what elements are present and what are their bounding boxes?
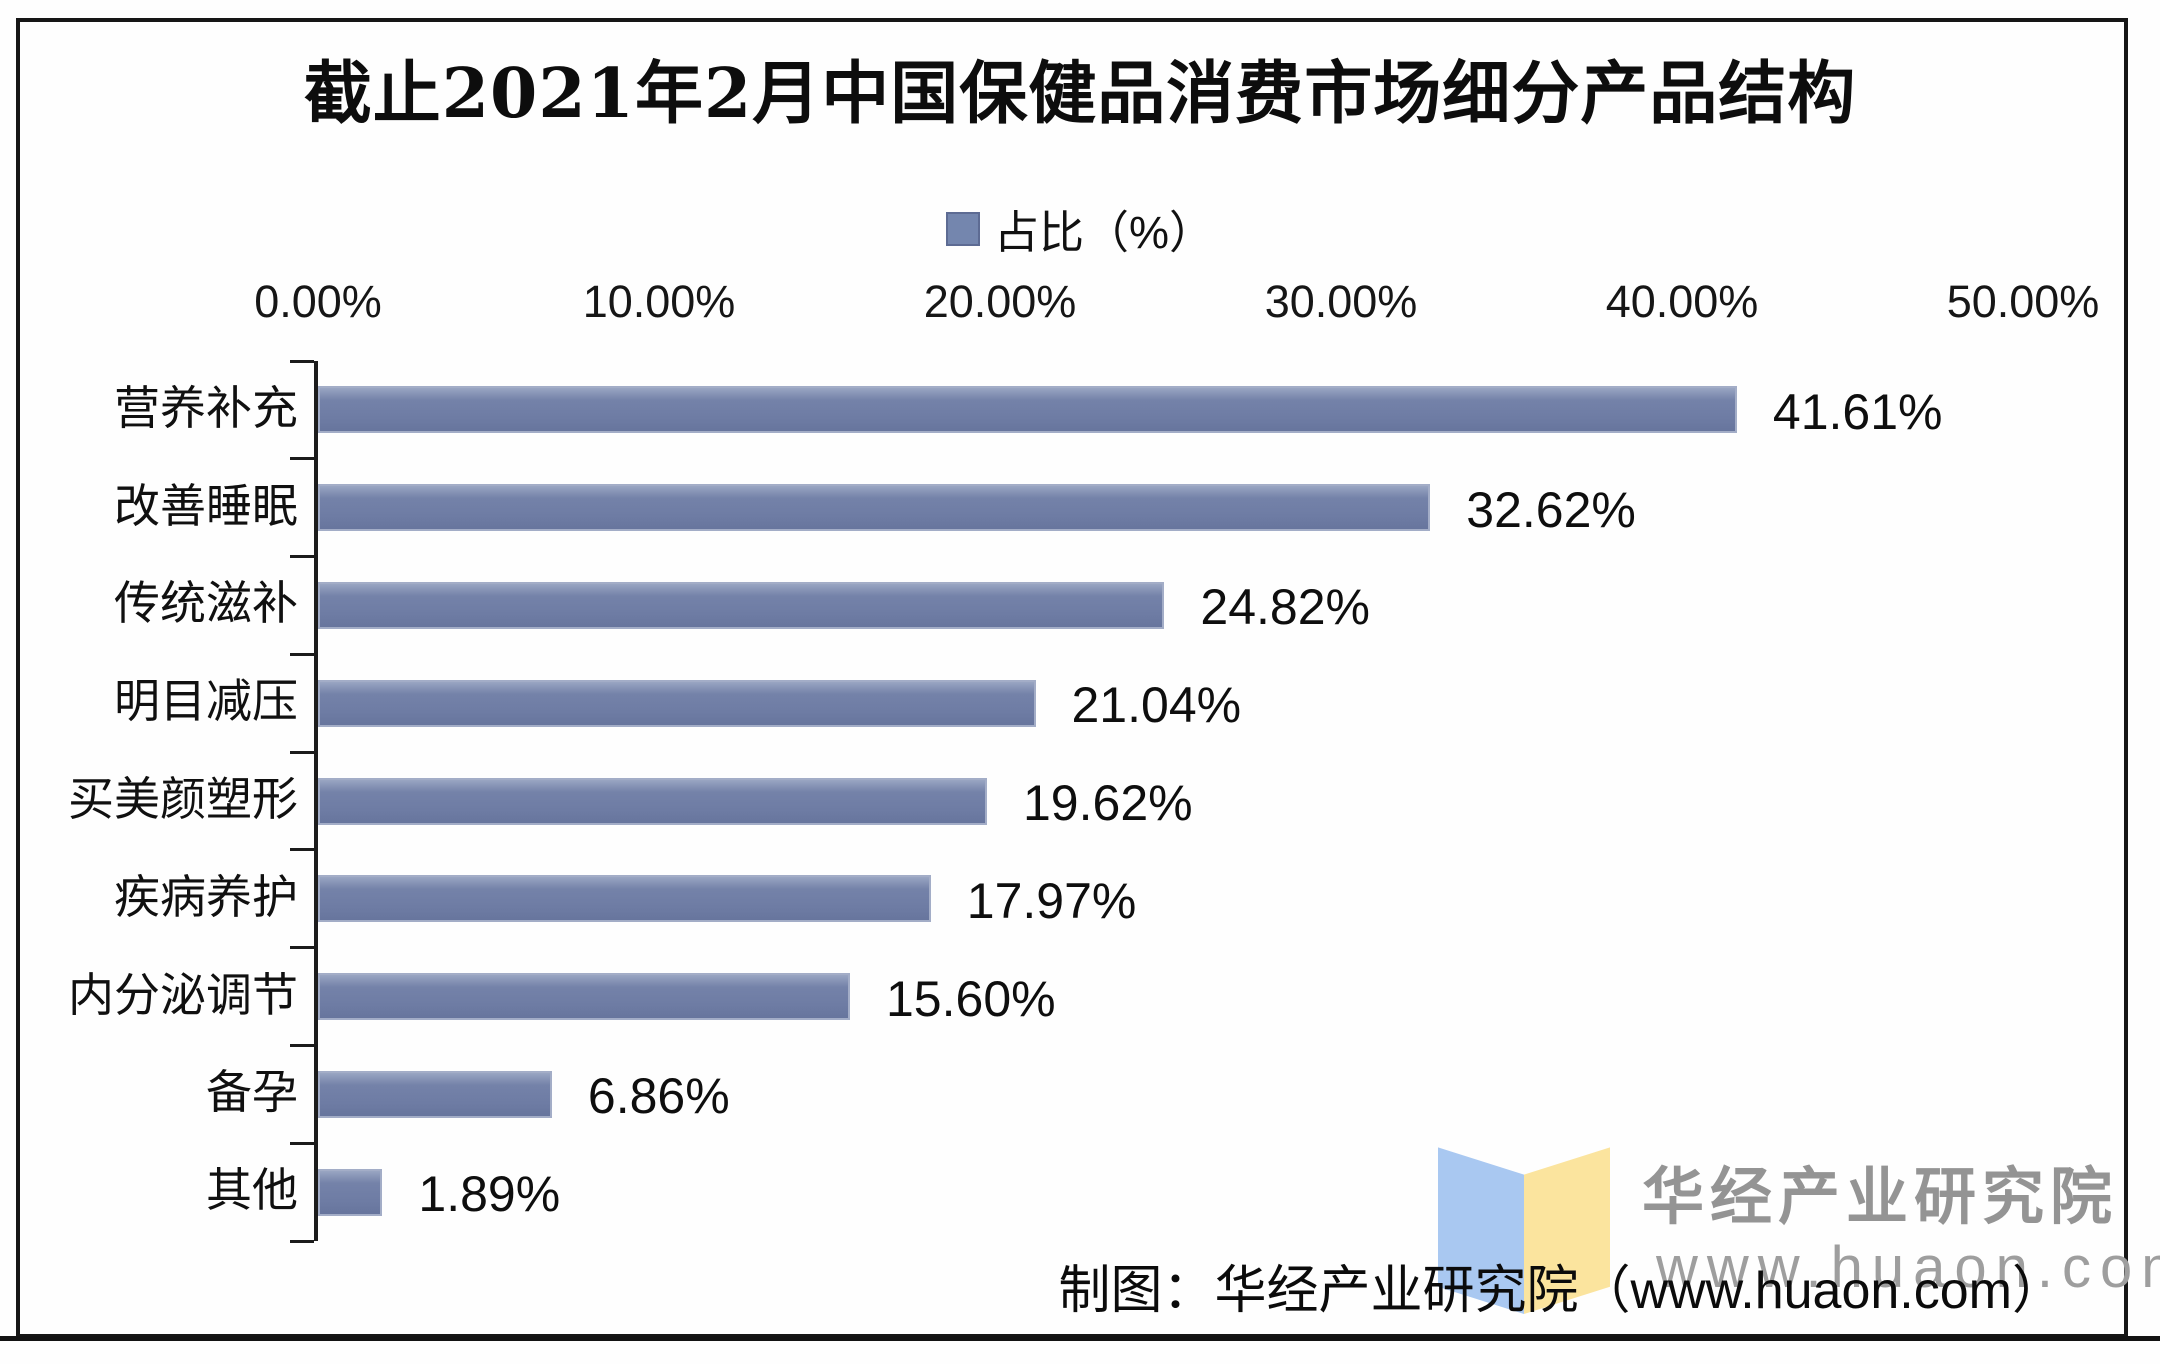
bar bbox=[318, 1168, 383, 1216]
category-label: 传统滋补 bbox=[114, 577, 298, 630]
watermark-url: www.huaon.com bbox=[1656, 1235, 2160, 1300]
watermark-book-icon bbox=[1438, 1144, 1610, 1314]
y-axis-tick bbox=[290, 946, 314, 950]
category-label: 疾病养护 bbox=[114, 870, 298, 923]
chart-title: 截止2021年2月中国保健品消费市场细分产品结构 bbox=[303, 54, 1857, 134]
category-label: 备孕 bbox=[206, 1066, 298, 1119]
y-axis-tick bbox=[290, 652, 314, 656]
x-axis-tick-label: 30.00% bbox=[1264, 276, 1418, 327]
value-label: 21.04% bbox=[1071, 677, 1242, 734]
legend-color-swatch-icon bbox=[945, 211, 980, 246]
value-label: 6.86% bbox=[587, 1068, 730, 1125]
footer-credit: 制图：华经产业研究院（www.huaon.com） bbox=[1058, 1262, 2064, 1320]
bar bbox=[318, 1070, 552, 1118]
book-page-right-icon bbox=[1524, 1147, 1610, 1314]
value-label: 17.97% bbox=[966, 872, 1137, 929]
category-label: 内分泌调节 bbox=[68, 968, 298, 1021]
bar bbox=[318, 777, 987, 825]
y-axis-tick bbox=[290, 848, 314, 852]
bottom-divider bbox=[0, 1336, 2160, 1341]
bar bbox=[318, 484, 1431, 532]
y-axis-line bbox=[314, 361, 318, 1241]
category-label: 改善睡眠 bbox=[114, 479, 298, 532]
bar bbox=[318, 581, 1165, 629]
x-axis-tick-label: 50.00% bbox=[1946, 276, 2100, 327]
value-label: 41.61% bbox=[1772, 383, 1943, 440]
bar bbox=[318, 386, 1737, 434]
value-label: 15.60% bbox=[886, 970, 1056, 1027]
value-label: 1.89% bbox=[418, 1166, 561, 1223]
y-axis-tick bbox=[290, 359, 314, 363]
value-label: 19.62% bbox=[1023, 775, 1193, 831]
y-axis-tick bbox=[290, 555, 314, 559]
legend-label: 占比（%） bbox=[993, 207, 1214, 258]
bar bbox=[318, 973, 850, 1021]
y-axis-tick bbox=[290, 1043, 314, 1047]
y-axis-tick bbox=[290, 750, 314, 754]
legend: 占比（%） bbox=[0, 196, 2160, 261]
category-label: 买美颜塑形 bbox=[68, 773, 298, 825]
x-axis-tick-label: 0.00% bbox=[254, 276, 382, 327]
y-axis-tick bbox=[290, 457, 314, 461]
book-page-left-icon bbox=[1438, 1147, 1524, 1314]
category-label: 明目减压 bbox=[114, 675, 298, 728]
category-label: 其他 bbox=[206, 1164, 298, 1217]
x-axis-tick-label: 20.00% bbox=[923, 276, 1077, 327]
x-axis-tick-label: 10.00% bbox=[582, 276, 736, 327]
category-label: 营养补充 bbox=[114, 381, 298, 434]
watermark-name: 华经产业研究院 bbox=[1642, 1163, 2119, 1232]
bar bbox=[318, 875, 931, 923]
y-axis-tick bbox=[290, 1141, 314, 1145]
bar bbox=[318, 679, 1036, 727]
y-axis-tick bbox=[290, 1239, 314, 1243]
value-label: 24.82% bbox=[1200, 579, 1370, 636]
value-label: 32.62% bbox=[1466, 481, 1636, 538]
x-axis-tick-label: 40.00% bbox=[1605, 276, 1759, 327]
